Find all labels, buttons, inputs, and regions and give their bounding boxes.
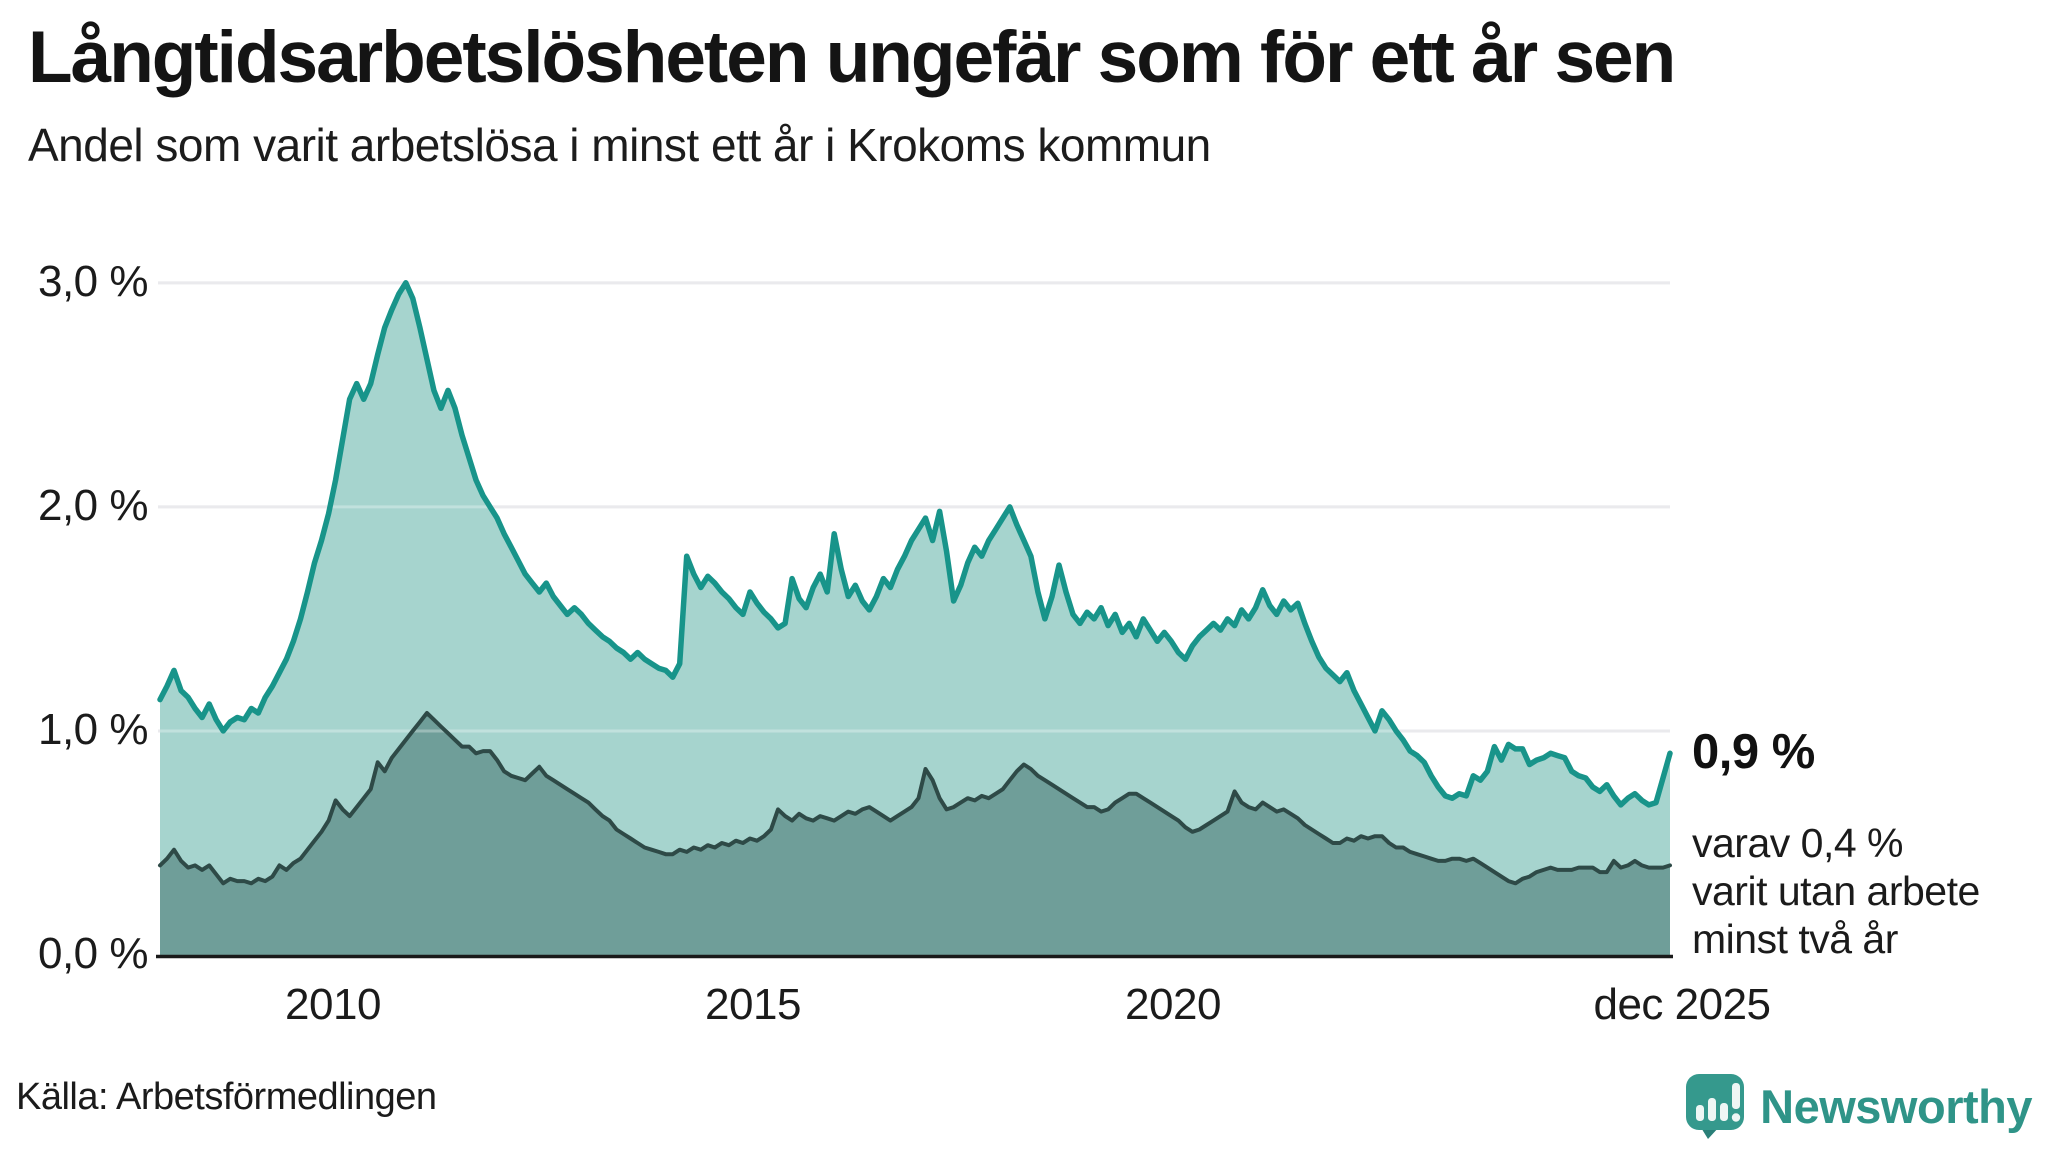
x-tick-label-2020: 2020 (1125, 980, 1221, 1029)
y-tick-label-1: 1,0 % (37, 705, 149, 754)
x-tick-label-2015: 2015 (705, 980, 801, 1029)
y-tick-label-2: 2,0 % (37, 481, 149, 530)
chart-title: Långtidsarbetslösheten ungefär som för e… (28, 17, 1676, 98)
x-tick-label-dec-2025: dec 2025 (1593, 980, 1771, 1029)
newsworthy-chart-bubble-icon (1686, 1074, 1745, 1139)
two-year-area-fill (160, 713, 1670, 955)
total-line (157, 280, 1673, 808)
source-caption: Källa: Arbetsförmedlingen (16, 1076, 437, 1118)
gridline-overlay (158, 281, 1670, 733)
newsworthy-logo: Newsworthy (1684, 1072, 2032, 1140)
secondary-value-annotation: varav 0,4 % varit utan arbete minst två … (1692, 820, 1980, 962)
x-tick-label-2010: 2010 (285, 980, 381, 1029)
latest-value-label: 0,9 % (1692, 725, 1815, 779)
newsworthy-logo-text: Newsworthy (1760, 1079, 2032, 1133)
chart-subtitle: Andel som varit arbetslösa i minst ett å… (28, 119, 1211, 171)
two-year-line (158, 711, 1672, 886)
y-tick-label-3: 3,0 % (37, 257, 149, 306)
y-tick-label-0: 0,0 % (37, 929, 149, 978)
